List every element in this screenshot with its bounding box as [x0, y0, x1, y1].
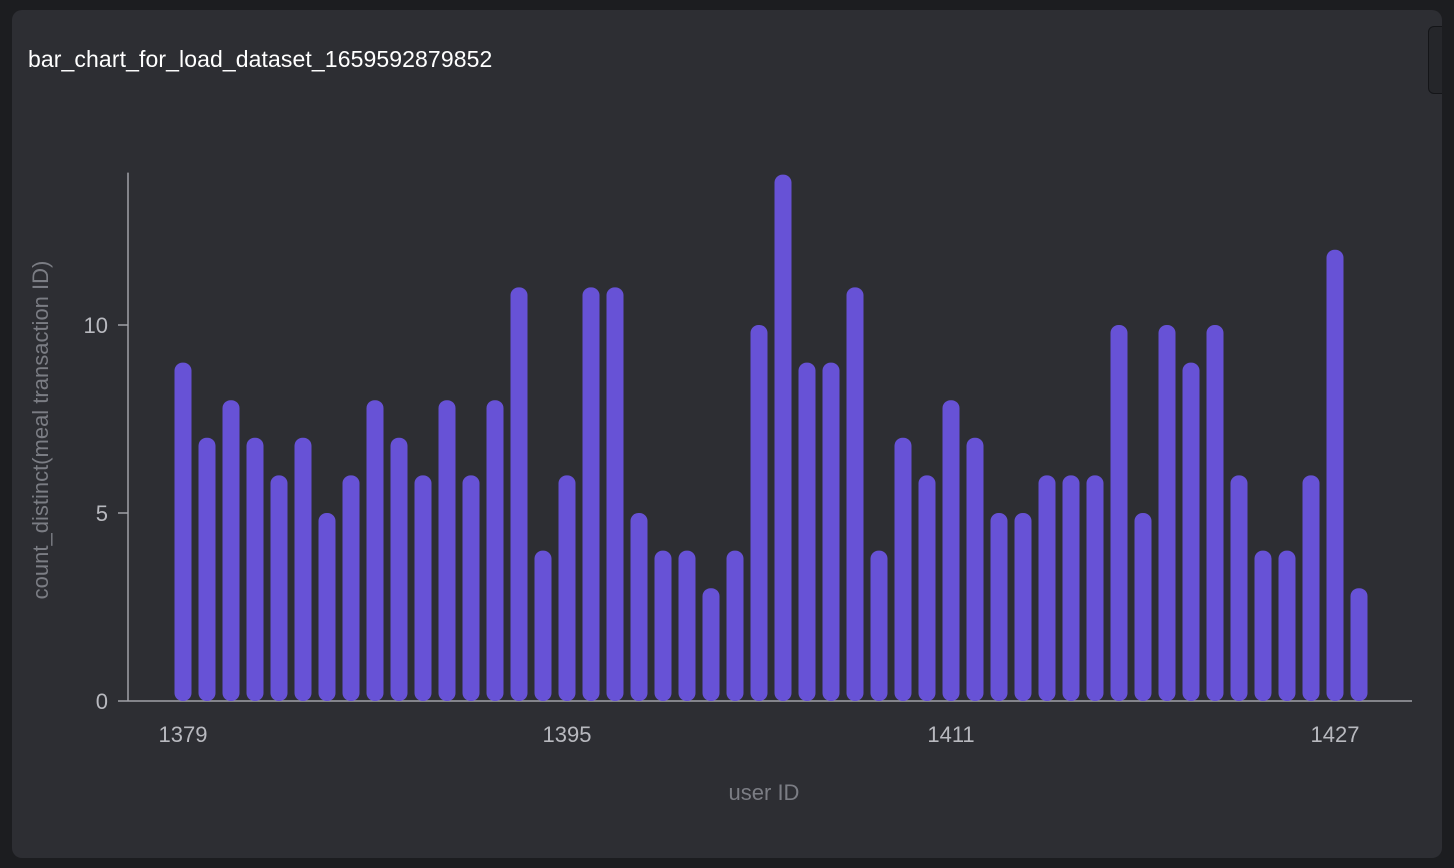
bar	[918, 475, 936, 701]
chart-card: bar_chart_for_load_dataset_1659592879852…	[12, 10, 1442, 858]
bar	[1062, 475, 1080, 701]
bar	[990, 513, 1008, 701]
bar	[630, 513, 648, 701]
bar	[198, 437, 216, 701]
x-tick-label: 1379	[159, 722, 208, 747]
bar	[870, 550, 888, 701]
bar	[678, 550, 696, 701]
bar	[510, 287, 528, 701]
bar	[1086, 475, 1104, 701]
bar	[462, 475, 480, 701]
bar	[534, 550, 552, 701]
bar	[1014, 513, 1032, 701]
bar	[654, 550, 672, 701]
bar	[366, 400, 384, 701]
bar	[1254, 550, 1272, 701]
bar	[1110, 325, 1128, 701]
x-axis-title: user ID	[729, 780, 800, 805]
bar	[750, 325, 768, 701]
bar	[1134, 513, 1152, 701]
bar	[342, 475, 360, 701]
bar	[1182, 362, 1200, 701]
bar	[222, 400, 240, 701]
bar	[438, 400, 456, 701]
bar	[1158, 325, 1176, 701]
y-tick-label: 5	[96, 501, 108, 526]
bar	[1326, 249, 1344, 702]
bar	[486, 400, 504, 701]
y-axis-title: count_distinct(meal transaction ID)	[28, 261, 53, 600]
bar	[294, 437, 312, 701]
bar	[558, 475, 576, 701]
bar	[1038, 475, 1056, 701]
chart-title: bar_chart_for_load_dataset_1659592879852	[28, 46, 493, 72]
bar	[798, 362, 816, 701]
x-tick-label: 1411	[927, 722, 974, 747]
bar	[1278, 550, 1296, 701]
y-tick-label: 10	[84, 313, 108, 338]
bar	[606, 287, 624, 701]
bar	[414, 475, 432, 701]
x-tick-label: 1427	[1311, 722, 1360, 747]
bar	[318, 513, 336, 701]
bar	[1206, 325, 1224, 701]
bar	[174, 362, 192, 701]
bar-chart: 0 5 10 1379 1395 1411 1427 user ID count_distinc…	[28, 172, 1412, 805]
x-tick-label: 1395	[543, 722, 592, 747]
bar	[1230, 475, 1248, 701]
bar	[1350, 588, 1368, 701]
bar	[246, 437, 264, 701]
bar	[390, 437, 408, 701]
bar	[894, 437, 912, 701]
bar	[270, 475, 288, 701]
bar	[942, 400, 960, 701]
bar	[822, 362, 840, 701]
bar	[966, 437, 984, 701]
bar	[774, 174, 792, 702]
bar	[846, 287, 864, 701]
y-tick-label: 0	[96, 689, 108, 714]
bar	[582, 287, 600, 701]
bar	[702, 588, 720, 701]
bar	[1302, 475, 1320, 701]
dataset-select[interactable]: load_dataset	[1428, 26, 1442, 94]
bar	[726, 550, 744, 701]
